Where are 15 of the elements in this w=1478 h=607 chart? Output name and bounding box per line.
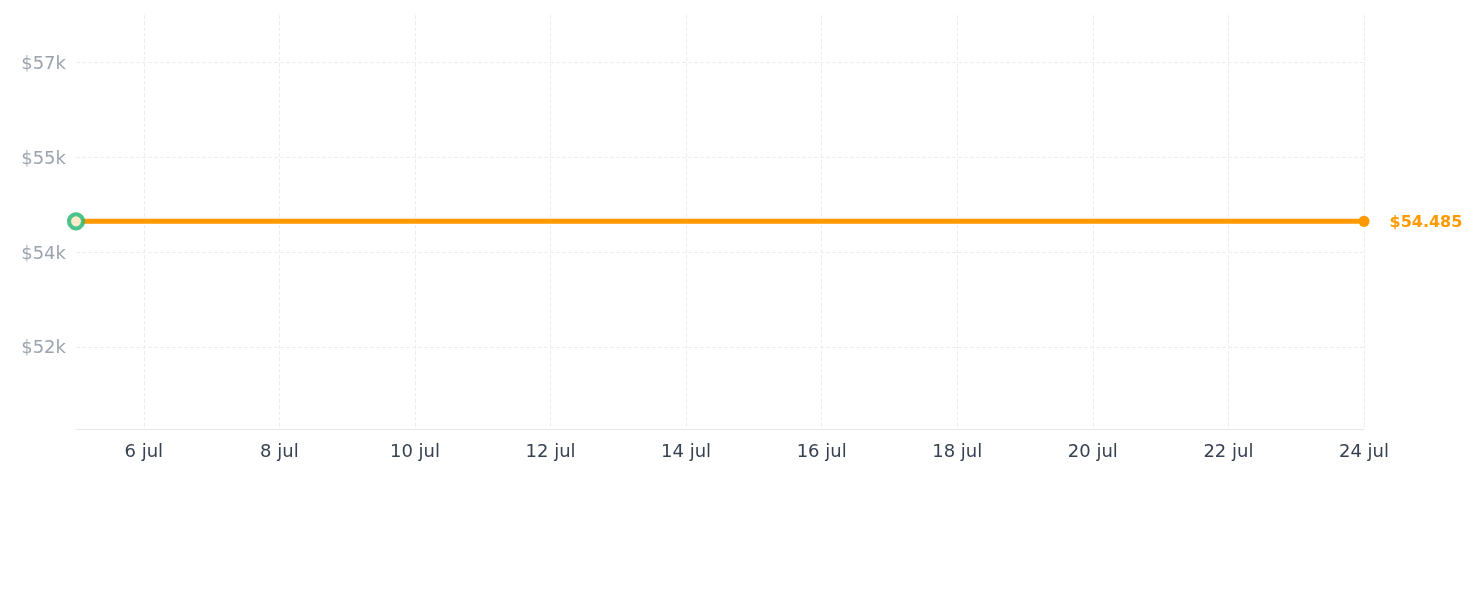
x-tick-label: 18 jul bbox=[932, 439, 983, 461]
x-tick-label: 14 jul bbox=[661, 439, 712, 461]
x-tick-label: 22 jul bbox=[1203, 439, 1254, 461]
x-tick-label: 12 jul bbox=[525, 439, 576, 461]
x-tick-label: 10 jul bbox=[389, 439, 440, 461]
y-tick-label: $55k bbox=[21, 146, 67, 168]
x-tick-label: 8 jul bbox=[260, 439, 299, 461]
x-tick-label: 24 jul bbox=[1338, 439, 1390, 461]
y-tick-label: $52k bbox=[21, 336, 67, 358]
y-tick-label: $57k bbox=[21, 51, 67, 73]
x-tick-label: 6 jul bbox=[124, 439, 164, 461]
data-label: $54.485 bbox=[1389, 211, 1463, 231]
y-tick-label: $54k bbox=[21, 241, 67, 263]
x-tick-label: 16 jul bbox=[796, 439, 847, 461]
x-tick-label: 20 jul bbox=[1067, 439, 1118, 461]
